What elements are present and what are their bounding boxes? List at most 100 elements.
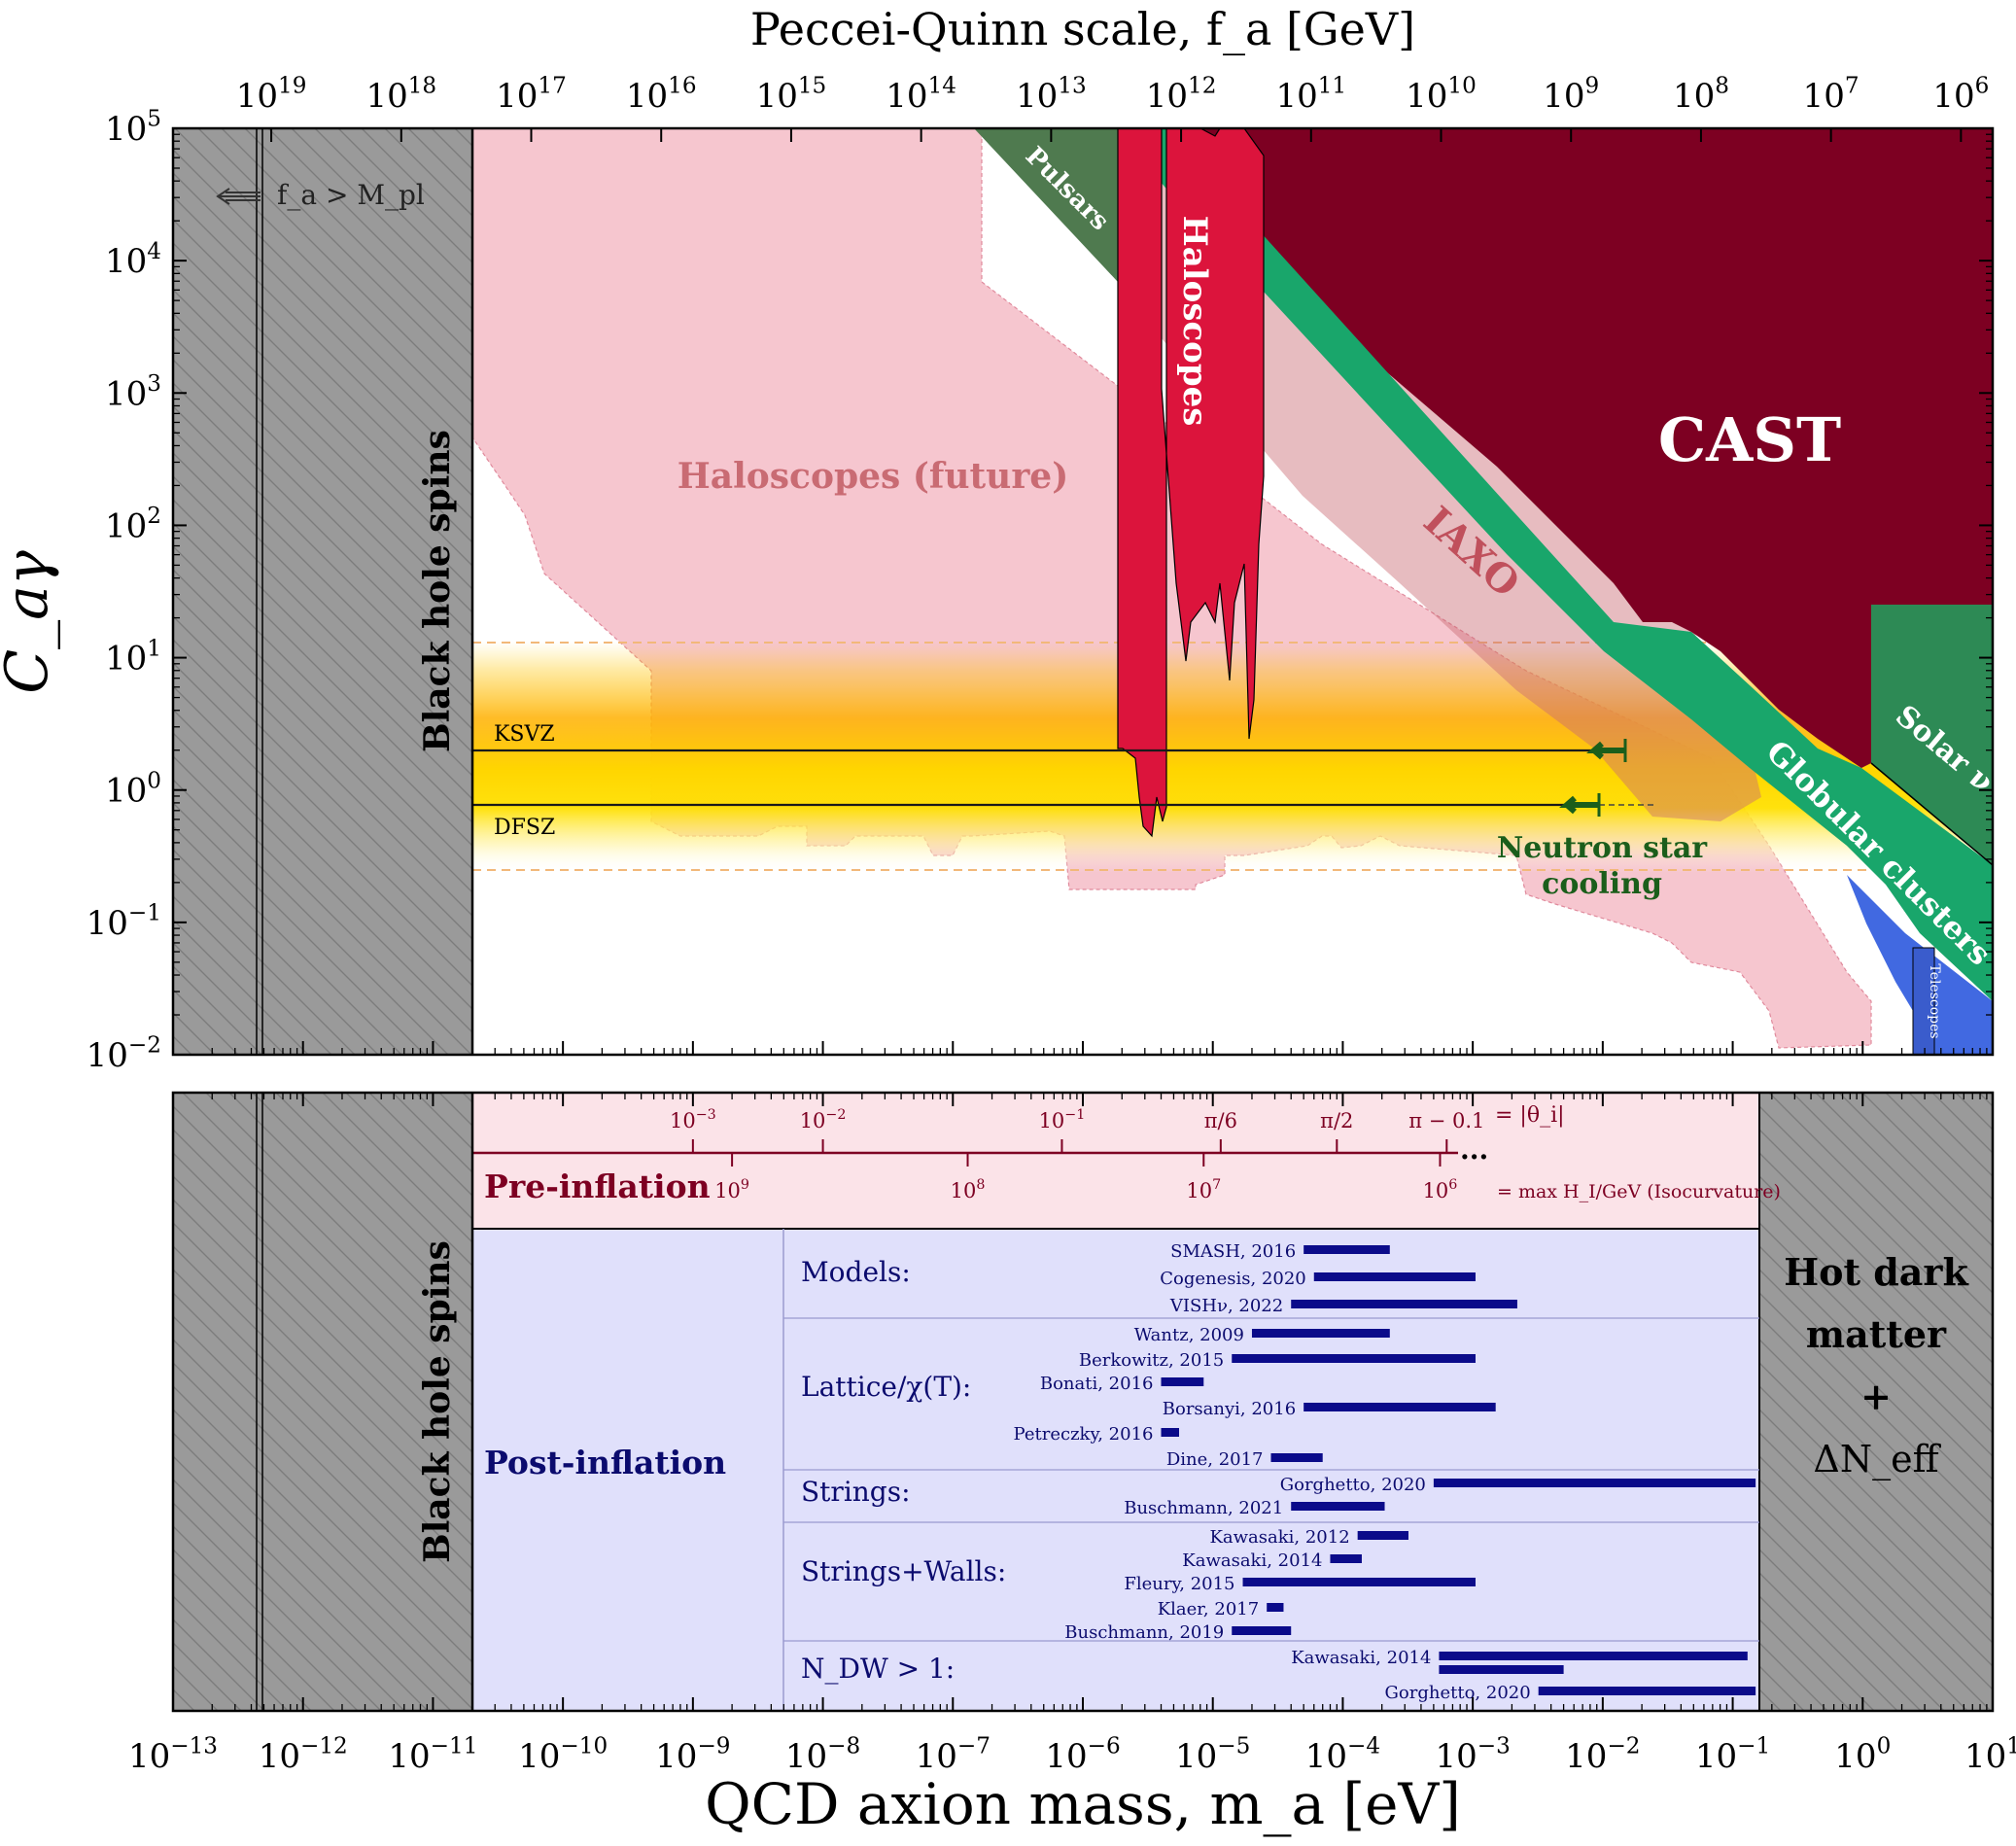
hdm-label-1: Hot dark [1784, 1250, 1968, 1294]
bh-spins-label-top: Black hole spins [417, 430, 458, 752]
bottom-tick-labels: 10−13 10−12 10−11 10−10 10−9 10−8 10−7 10−6 10−5… [128, 1734, 2016, 1776]
hi-tick-label: 106 [1423, 1177, 1458, 1202]
fa-tick-label: 1016 [626, 74, 697, 116]
post-inflation-bar [1270, 1453, 1323, 1462]
fa-mpl-label: f_a > M_pl [277, 179, 425, 211]
fa-tick-label: 107 [1803, 74, 1860, 116]
theta-tick-label: 10−3 [670, 1107, 716, 1132]
fa-tick-label: 106 [1932, 74, 1989, 116]
post-inflation-bar-label: Borsanyi, 2016 [1163, 1399, 1296, 1419]
post-inflation-bar-label: Dine, 2017 [1166, 1449, 1264, 1470]
y-tick-label: 100 [105, 768, 161, 810]
pulsars-region [974, 128, 1118, 282]
x-tick-label: 10−9 [655, 1734, 730, 1776]
pre-inflation-ticks: 10−3 10−2 10−1 π/6 π/2 π − 0.1 109 108 107 106 [670, 1107, 1484, 1202]
fa-tick-label: 1017 [496, 74, 567, 116]
post-inflation-bar-label: Cogenesis, 2020 [1160, 1269, 1306, 1289]
pre-inflation-box [471, 1092, 1760, 1230]
telescopes-strip [1912, 947, 1935, 1055]
post-inflation-bar [1433, 1479, 1756, 1487]
x-tick-label: 10−8 [785, 1734, 860, 1776]
category-label: Strings+Walls: [801, 1555, 1006, 1587]
post-inflation-bar [1161, 1428, 1179, 1437]
hdm-label-4: ΔN_eff [1813, 1438, 1941, 1481]
post-inflation-bar-label: SMASH, 2016 [1170, 1241, 1296, 1262]
category-label: Strings: [801, 1476, 911, 1508]
coupling-panel [173, 128, 1993, 1055]
theta-tick-label: 10−2 [800, 1107, 847, 1132]
solar-nu-edge [1870, 762, 1993, 866]
category-label: Lattice/χ(T): [801, 1371, 971, 1403]
theta-note: = |θ_i| [1495, 1103, 1565, 1128]
post-inflation-bar-label: Petreczky, 2016 [1014, 1424, 1154, 1445]
y-tick-label: 103 [105, 371, 161, 413]
hot-dark-matter-region [1759, 1093, 1993, 1711]
post-inflation-bar [1439, 1665, 1564, 1674]
pre-inflation-ellipsis: ... [1460, 1133, 1488, 1166]
fa-tick-label: 109 [1543, 74, 1599, 116]
cosmology-panel: 10−3 10−2 10−1 π/6 π/2 π − 0.1 109 108 107 106 Mo… [173, 1092, 1993, 1712]
y-tick-label: 10−1 [87, 901, 161, 943]
post-inflation-bar [1303, 1403, 1496, 1411]
post-inflation-bar-label: Kawasaki, 2012 [1209, 1527, 1349, 1548]
bottom-panel-ticks [172, 1093, 1994, 1711]
y-tick-label: 104 [105, 239, 161, 281]
x-tick-label: 10−3 [1435, 1734, 1510, 1776]
post-inflation-bar [1232, 1354, 1476, 1363]
post-inflation-bar-label: Klaer, 2017 [1158, 1599, 1259, 1620]
hi-note: = max H_I/GeV (Isocurvature) [1497, 1181, 1781, 1202]
x-axis-title: QCD axion mass, m_a [eV] [705, 1771, 1461, 1837]
post-inflation-bar [1357, 1531, 1408, 1540]
post-inflation-title: Post-inflation [484, 1444, 726, 1481]
y-tick-labels: 105 104 103 102 101 100 10−1 10−2 [87, 107, 161, 1075]
x-tick-label: 10−13 [128, 1734, 218, 1776]
x-tick-label: 10−5 [1175, 1734, 1250, 1776]
bh-spins-region-bottom [173, 1093, 472, 1711]
ksvz-label: KSVZ [494, 722, 555, 747]
post-inflation-bar [1538, 1687, 1756, 1695]
post-inflation-bar [1251, 1329, 1390, 1338]
fa-tick-label: 1012 [1146, 74, 1217, 116]
post-inflation-bar [1439, 1652, 1748, 1660]
post-inflation-bar [1291, 1502, 1385, 1511]
cast-label: CAST [1658, 404, 1841, 475]
pre-inflation-title: Pre-inflation [484, 1167, 711, 1205]
fa-tick-label: 1019 [236, 74, 307, 116]
x-tick-label: 100 [1834, 1734, 1891, 1776]
x-tick-label: 10−2 [1565, 1734, 1640, 1776]
post-inflation-bar [1267, 1603, 1284, 1612]
cast-region [1118, 128, 1993, 768]
post-inflation-bar [1330, 1554, 1362, 1563]
theta-tick-label: π/2 [1320, 1109, 1353, 1132]
ns-cooling-markers [1559, 739, 1627, 817]
theta-tick-label: π − 0.1 [1408, 1109, 1484, 1132]
post-inflation-bars: Models: Lattice/χ(T): Strings: Strings+Wall… [801, 1241, 1756, 1703]
post-inflation-bar [1313, 1272, 1476, 1281]
fa-tick-label: 108 [1673, 74, 1729, 116]
post-inflation-bar [1161, 1377, 1204, 1386]
x-tick-label: 10−7 [916, 1734, 991, 1776]
globular-clusters-region [1155, 128, 1993, 1001]
ns-cooling-label-1: Neutron star [1497, 831, 1708, 865]
ns-cooling-label-2: cooling [1542, 867, 1662, 901]
post-inflation-bar-label: Berkowitz, 2015 [1079, 1350, 1224, 1371]
hi-tick-label: 108 [951, 1177, 986, 1202]
hdm-label-3: + [1860, 1375, 1892, 1418]
x-tick-label: 10−10 [518, 1734, 608, 1776]
y-axis-title: C_aγ [0, 550, 61, 694]
fa-mpl-arrow-icon [216, 188, 261, 205]
theta-tick-label: π/6 [1204, 1109, 1237, 1132]
fa-tick-label: 1010 [1406, 74, 1477, 116]
hi-tick-label: 109 [714, 1177, 749, 1202]
x-tick-label: 101 [1964, 1734, 2016, 1776]
post-inflation-bar-label: Kawasaki, 2014 [1182, 1550, 1322, 1571]
fa-tick-label: 1011 [1275, 74, 1346, 116]
theta-tick-label: 10−1 [1039, 1107, 1086, 1132]
post-inflation-bar-label: VISHν, 2022 [1169, 1296, 1283, 1316]
y-tick-label: 101 [105, 636, 161, 678]
black-hole-spins-region [173, 128, 472, 1055]
post-inflation-bar-label: Buschmann, 2021 [1124, 1498, 1283, 1518]
post-inflation-bar-label: Gorghetto, 2020 [1385, 1683, 1531, 1703]
solar-nu-region [1871, 605, 1993, 865]
category-label: Models: [801, 1256, 911, 1288]
